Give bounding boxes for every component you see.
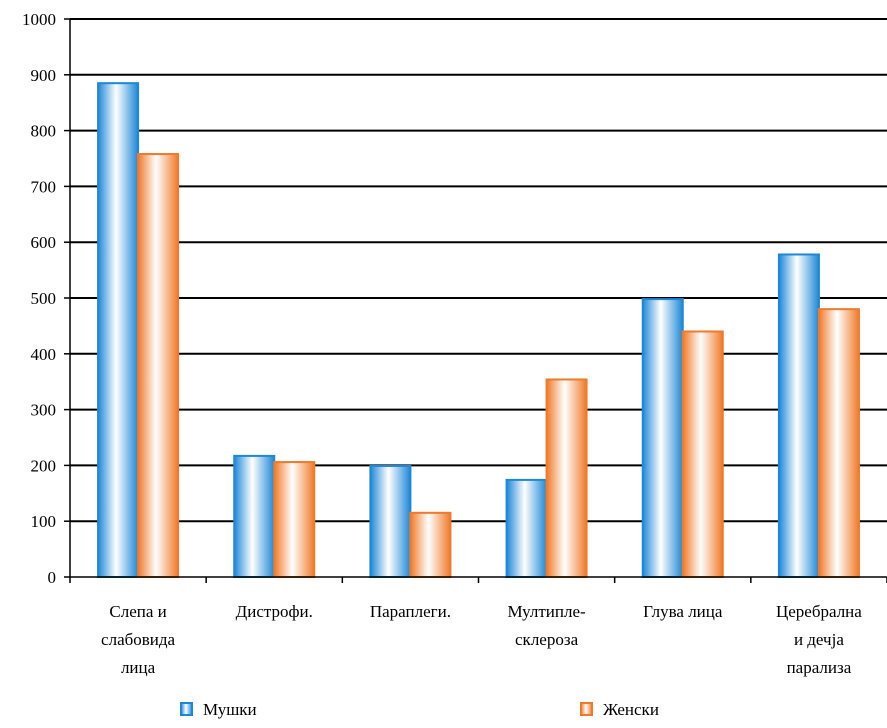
bar-female: [273, 461, 316, 578]
y-tick-label: 0: [48, 568, 57, 587]
x-category-label-line: парализа: [787, 658, 852, 677]
legend-label: Женски: [603, 700, 659, 719]
y-tick-label: 400: [31, 345, 57, 364]
x-category-label-line: Мултипле-: [507, 602, 586, 621]
y-tick-label: 100: [31, 512, 57, 531]
bar-male: [97, 82, 140, 578]
x-category-label: Церебрална и дечја парализа: [776, 602, 862, 677]
y-tick-label: 300: [31, 401, 57, 420]
x-category-label-line: склероза: [515, 630, 579, 649]
legend: Мушки Женски: [180, 700, 659, 719]
x-category-label-line: Церебрална: [776, 602, 862, 621]
x-category-label-line: Дистрофи.: [236, 602, 313, 621]
bars: [97, 82, 860, 579]
axes: [64, 18, 887, 583]
bar-female: [817, 308, 860, 578]
y-tick-label: 600: [31, 233, 57, 252]
legend-label: Мушки: [203, 700, 257, 719]
bar-female: [545, 378, 588, 578]
x-category-label: Параплеги.: [370, 602, 451, 621]
y-tick-label: 700: [31, 177, 57, 196]
bar-male: [641, 298, 684, 578]
x-category-label: Мултипле-склероза: [507, 602, 586, 649]
bar-male: [777, 253, 820, 578]
x-category-label-line: лица: [121, 658, 156, 677]
bar-female: [681, 330, 724, 579]
bar-female: [137, 153, 180, 578]
x-category-label-line: слабовида: [101, 630, 175, 649]
y-tick-label: 1000: [22, 10, 56, 29]
bar-male: [233, 454, 276, 578]
x-category-label: Глува лица: [643, 602, 723, 621]
y-tick-label: 900: [31, 66, 57, 85]
bar-female: [409, 511, 452, 579]
gridlines: [70, 18, 887, 523]
y-tick-label: 800: [31, 122, 57, 141]
y-tick-label: 200: [31, 456, 57, 475]
x-category-label: Дистрофи.: [236, 602, 313, 621]
x-category-label-line: Параплеги.: [370, 602, 451, 621]
legend-swatch: [180, 702, 193, 716]
x-category-label-line: и дечја: [794, 630, 844, 649]
x-category-label: Слепа и слабовида лица: [101, 602, 175, 677]
x-category-label-line: Слепа и: [109, 602, 166, 621]
bar-male: [369, 464, 412, 579]
y-tick-labels: 0 100 200 300 400 500 600 700 800 900 1000: [22, 10, 56, 587]
legend-swatch: [580, 702, 593, 716]
bar-male: [505, 478, 548, 578]
y-tick-label: 500: [31, 289, 57, 308]
x-category-label-line: Глува лица: [643, 602, 723, 621]
category-labels: Слепа и слабовида лица Дистрофи. Параплеги. М…: [101, 602, 862, 677]
